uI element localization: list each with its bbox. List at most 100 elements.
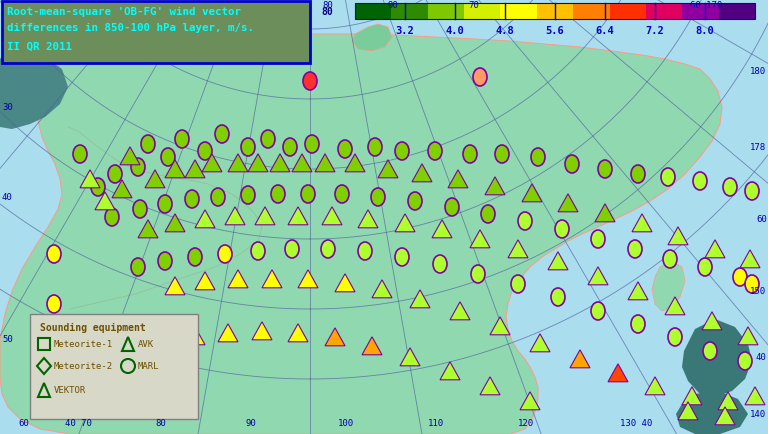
Polygon shape — [248, 155, 268, 172]
Polygon shape — [715, 407, 735, 425]
Polygon shape — [288, 207, 308, 225]
Polygon shape — [225, 207, 245, 225]
Ellipse shape — [335, 186, 349, 204]
Ellipse shape — [395, 143, 409, 161]
Polygon shape — [412, 164, 432, 182]
Polygon shape — [362, 337, 382, 355]
Ellipse shape — [305, 136, 319, 154]
Text: II QR 2011: II QR 2011 — [7, 42, 72, 52]
Polygon shape — [80, 171, 100, 188]
Ellipse shape — [631, 166, 645, 184]
Polygon shape — [470, 230, 490, 248]
Polygon shape — [520, 392, 540, 410]
Polygon shape — [252, 322, 272, 340]
Text: 178: 178 — [750, 143, 766, 152]
Polygon shape — [165, 277, 185, 295]
Polygon shape — [632, 214, 652, 232]
Text: 4.0: 4.0 — [445, 26, 465, 36]
Text: 70: 70 — [468, 0, 478, 10]
Text: 3.2: 3.2 — [396, 26, 415, 36]
Polygon shape — [738, 327, 758, 345]
Bar — [573, 4, 610, 20]
Polygon shape — [652, 261, 685, 311]
Ellipse shape — [218, 246, 232, 263]
Polygon shape — [676, 391, 748, 434]
Polygon shape — [195, 272, 215, 290]
Bar — [682, 4, 719, 20]
Bar — [2, 2, 310, 64]
Bar — [537, 4, 573, 20]
Ellipse shape — [241, 139, 255, 157]
Polygon shape — [718, 392, 738, 410]
Polygon shape — [165, 214, 185, 232]
Polygon shape — [410, 290, 430, 308]
Ellipse shape — [408, 193, 422, 210]
Ellipse shape — [161, 149, 175, 167]
Text: 40 70: 40 70 — [65, 418, 92, 427]
Ellipse shape — [47, 246, 61, 263]
Ellipse shape — [105, 208, 119, 227]
Polygon shape — [678, 402, 698, 420]
Polygon shape — [270, 155, 290, 172]
Text: MARL: MARL — [138, 362, 160, 371]
Ellipse shape — [745, 183, 759, 201]
Polygon shape — [480, 377, 500, 395]
Polygon shape — [608, 364, 628, 382]
Polygon shape — [628, 282, 648, 300]
Ellipse shape — [91, 178, 105, 197]
Text: 140: 140 — [750, 410, 766, 418]
Polygon shape — [558, 194, 578, 212]
Ellipse shape — [703, 342, 717, 360]
Polygon shape — [0, 55, 68, 130]
Text: 40: 40 — [756, 353, 766, 362]
Text: 80: 80 — [321, 7, 333, 17]
Polygon shape — [668, 227, 688, 245]
Text: 60 170: 60 170 — [690, 0, 722, 10]
Ellipse shape — [481, 206, 495, 224]
Ellipse shape — [301, 186, 315, 204]
Ellipse shape — [555, 220, 569, 238]
Polygon shape — [345, 155, 365, 172]
Polygon shape — [432, 220, 452, 238]
Text: 7.2: 7.2 — [646, 26, 664, 36]
Text: 8.0: 8.0 — [696, 26, 714, 36]
Ellipse shape — [551, 288, 565, 306]
Polygon shape — [378, 161, 398, 178]
Ellipse shape — [215, 126, 229, 144]
Text: 110: 110 — [428, 418, 444, 427]
Bar — [30, 314, 198, 419]
Text: 120: 120 — [518, 418, 534, 427]
Ellipse shape — [433, 256, 447, 273]
Text: 6.4: 6.4 — [596, 26, 614, 36]
Polygon shape — [315, 155, 335, 172]
Ellipse shape — [473, 69, 487, 87]
Text: differences in 850-100 hPa layer, m/s.: differences in 850-100 hPa layer, m/s. — [7, 23, 254, 33]
Polygon shape — [352, 25, 392, 52]
Polygon shape — [645, 377, 665, 395]
Ellipse shape — [321, 240, 335, 258]
Ellipse shape — [565, 156, 579, 174]
Text: Meteorite-2: Meteorite-2 — [54, 362, 113, 371]
Ellipse shape — [495, 146, 509, 164]
Ellipse shape — [723, 178, 737, 197]
Ellipse shape — [211, 188, 225, 207]
Polygon shape — [508, 240, 528, 258]
Polygon shape — [595, 204, 615, 222]
Ellipse shape — [395, 248, 409, 266]
Ellipse shape — [745, 275, 759, 293]
Ellipse shape — [285, 240, 299, 258]
Ellipse shape — [428, 143, 442, 161]
Text: 40: 40 — [2, 193, 13, 202]
Ellipse shape — [198, 143, 212, 161]
Polygon shape — [202, 155, 222, 172]
Polygon shape — [395, 214, 415, 232]
Ellipse shape — [471, 265, 485, 283]
Polygon shape — [665, 297, 685, 315]
Polygon shape — [682, 319, 752, 397]
Bar — [501, 4, 537, 20]
Ellipse shape — [175, 131, 189, 149]
Polygon shape — [112, 181, 132, 198]
Ellipse shape — [131, 258, 145, 276]
Polygon shape — [745, 387, 765, 405]
Ellipse shape — [591, 302, 605, 320]
